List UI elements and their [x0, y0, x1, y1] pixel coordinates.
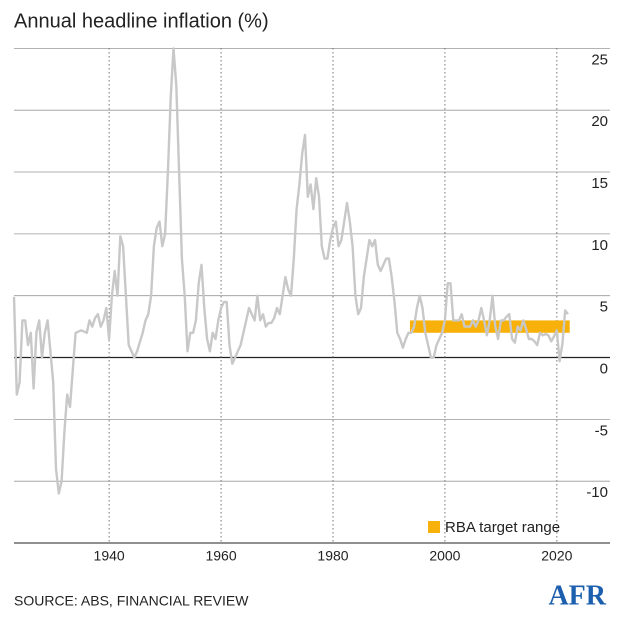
source: SOURCE: ABS, FINANCIAL REVIEW [14, 593, 249, 609]
x-tick-label: 1980 [317, 548, 348, 564]
series-line [12, 47, 569, 495]
y-tick-label: 0 [600, 360, 608, 377]
y-tick-label: 20 [591, 113, 608, 130]
logo: AFR [548, 580, 606, 611]
x-tick-label: 1960 [205, 548, 236, 564]
x-tick-label: 2000 [429, 548, 460, 564]
x-tick-label: 2020 [541, 548, 572, 564]
chart-title: Annual headline inflation (%) [14, 10, 269, 32]
y-tick-label: 10 [591, 237, 608, 254]
legend-swatch [428, 521, 440, 533]
y-tick-label: -10 [586, 484, 608, 501]
target-range [409, 320, 570, 333]
y-tick-label: 15 [591, 175, 608, 192]
legend-label: RBA target range [445, 519, 560, 536]
y-tick-label: 25 [591, 51, 608, 68]
y-tick-label: 5 [600, 299, 608, 316]
y-tick-label: -5 [595, 422, 608, 439]
x-tick-label: 1940 [94, 548, 125, 564]
